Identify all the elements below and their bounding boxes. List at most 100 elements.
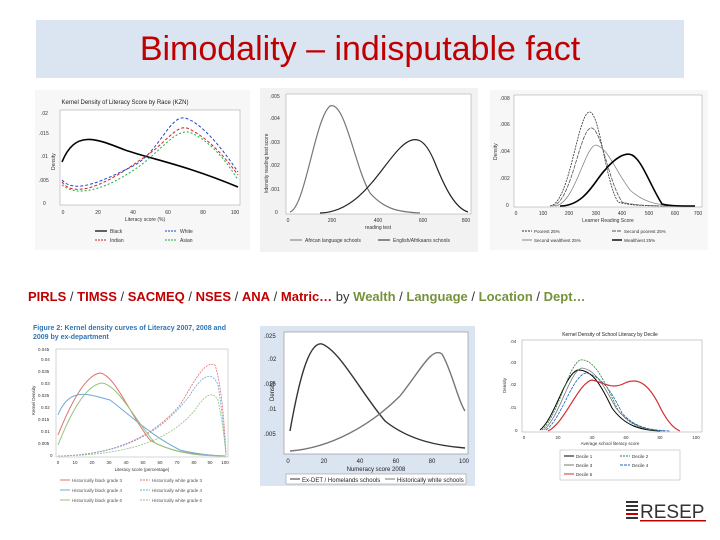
chart1-curve-white	[61, 117, 239, 187]
chart2-ytick: 0	[275, 210, 278, 216]
chart4-xlabel: Literacy score (percentage)	[115, 467, 170, 472]
chart1-ytick: .01	[41, 154, 48, 160]
chart6-xtick: 20	[555, 435, 561, 440]
chart6-legend-item: Decile 2	[632, 454, 649, 459]
chart2-xticks: 0 200 400 600 800	[287, 218, 471, 224]
chart4-ytick: 0.005	[38, 441, 50, 446]
chart3-curve-second-wealthiest	[554, 144, 691, 207]
chart6-xtick: 80	[657, 435, 663, 440]
caption-separator: /	[467, 289, 479, 304]
chart6-legend-item: Decile 4	[632, 463, 649, 468]
chart5-legend-item: Ex-DET / Homelands schools	[302, 478, 380, 484]
chart6-curve-decile4	[545, 372, 671, 432]
chart1-curve-asian	[61, 131, 239, 192]
caption-term: NSES	[195, 289, 232, 304]
chart2-ytick: .004	[270, 116, 280, 122]
chart6-legend: Decile 1 Decile 2 Decile 3 Decile 4 Deci…	[559, 449, 681, 481]
chart5-curve-white	[289, 351, 466, 452]
chart-reading-by-language: 0 .001 .002 .003 .004 .005 kdensity read…	[260, 88, 478, 252]
chart1-legend-item: White	[180, 229, 193, 235]
chart5-xlabel: Numeracy score 2008	[347, 467, 406, 473]
chart6-xtick: 0	[523, 435, 526, 440]
chart4-ytick: 0.02	[41, 405, 50, 410]
chart5-ylabel: Density	[270, 381, 276, 401]
chart2-ytick: .001	[270, 187, 280, 193]
chart-reading-by-wealth: 0 .002 .004 .006 .008 Density 0 100 200 …	[490, 90, 708, 250]
chart5-xtick: 60	[393, 459, 400, 465]
resep-logo-text: RESEP	[640, 502, 704, 523]
chart-literacy-by-decile: Kernel Density of School Literacy by Dec…	[500, 328, 708, 488]
chart3-legend-item: Wealthiest 25%	[624, 238, 655, 243]
chart2-xtick: 600	[419, 218, 428, 224]
chart3-xtick: 400	[618, 211, 627, 217]
chart2-yticks: 0 .001 .002 .003 .004 .005	[270, 94, 280, 216]
chart5-xtick: 80	[429, 459, 436, 465]
chart4-ytick: 0.01	[41, 429, 50, 434]
chart2-ytick: .003	[270, 140, 280, 146]
chart5-ytick: .005	[264, 432, 276, 438]
chart6-xticks: 0 20 40 60 80 100	[523, 435, 701, 440]
chart3-xtick: 100	[539, 211, 548, 217]
chart6-ylabel: Density	[502, 377, 507, 393]
chart1-xtick: 0	[62, 210, 65, 216]
chart4-legend-item: Historically black grade 6	[72, 498, 123, 503]
slide-title: Bimodality – indisputable fact	[139, 29, 581, 68]
chart5-ytick: .015	[264, 382, 276, 388]
chart2-ytick: .002	[270, 163, 280, 169]
chart4-legend-item: Historically white grade 6	[152, 498, 203, 503]
chart3-ytick: .008	[500, 96, 510, 102]
chart6-xtick: 60	[623, 435, 629, 440]
chart3-legend: Poorest 25% Second poorest 25% Second we…	[522, 229, 666, 243]
chart5-xtick: 20	[321, 459, 328, 465]
chart5-legend-item: Historically white schools	[397, 478, 464, 484]
caption-separator: /	[532, 289, 544, 304]
chart4-xtick: 90	[207, 460, 213, 465]
caption-term: ANA	[241, 289, 271, 304]
chart1-legend-item: Indian	[110, 238, 124, 244]
chart3-xtick: 600	[671, 211, 680, 217]
chart4-ytick: 0.025	[38, 393, 50, 398]
caption-separator: /	[231, 289, 242, 304]
chart3-xticks: 0 100 200 300 400 500 600 700	[515, 211, 703, 217]
chart3-ytick: .006	[500, 122, 510, 128]
chart1-legend-item: Black	[110, 229, 123, 235]
chart2-legend: African language schools English/Afrikaa…	[290, 238, 450, 244]
chart1-ylabel: Density	[51, 153, 57, 170]
chart3-xtick: 200	[565, 211, 574, 217]
chart1-xtick: 100	[231, 210, 240, 216]
chart3-ytick: .002	[500, 176, 510, 182]
chart4-legend-item: Historically black grade 4	[72, 488, 123, 493]
chart4-xtick: 0	[57, 460, 60, 465]
chart6-legend-item: Decile 1	[576, 454, 593, 459]
caption-term: Wealth	[353, 289, 396, 304]
chart5-ytick: .01	[268, 407, 277, 413]
chart2-legend-item: African language schools	[305, 238, 361, 244]
chart1-ytick: .005	[39, 178, 49, 184]
chart4-legend-item: Historically black grade 3	[72, 478, 123, 483]
chart3-legend-item: Poorest 25%	[534, 229, 560, 234]
title-bar: Bimodality – indisputable fact	[36, 20, 684, 78]
chart6-legend-item: Decile 5	[576, 472, 593, 477]
chart6-xlabel: Average school literacy score	[581, 441, 640, 446]
source-caption: PIRLS / TIMSS / SACMEQ / NSES / ANA / Ma…	[28, 289, 708, 304]
chart1-xtick: 60	[165, 210, 171, 216]
chart1-xticks: 0 20 40 60 80 100	[62, 210, 240, 216]
chart1-yticks: 0 .005 .01 .015 .02	[39, 111, 49, 207]
chart3-xlabel: Learner Reading Score	[582, 218, 634, 224]
chart3-legend-item: Second wealthiest 25%	[534, 238, 581, 243]
caption-term: TIMSS	[77, 289, 117, 304]
caption-separator: /	[270, 289, 281, 304]
chart4-xtick: 40	[123, 460, 129, 465]
chart4-curve-white-g6	[57, 394, 227, 457]
chart1-xtick: 40	[130, 210, 136, 216]
chart4-legend-item: Historically white grade 3	[152, 478, 203, 483]
chart4-curve-white-g3	[57, 363, 227, 457]
chart2-xlabel: reading test	[365, 225, 392, 231]
chart-literacy-by-ex-department: 0 0.005 0.01 0.015 0.02 0.025 0.03 0.035…	[30, 345, 235, 515]
chart6-yticks: 0 .01 .02 .03 .04	[510, 339, 518, 433]
caption-separator: /	[116, 289, 128, 304]
chart6-ytick: 0	[515, 428, 518, 433]
caption-term: Matric…	[280, 289, 333, 304]
chart6-curve-decile5	[547, 379, 681, 432]
chart2-curve-african	[289, 105, 421, 214]
